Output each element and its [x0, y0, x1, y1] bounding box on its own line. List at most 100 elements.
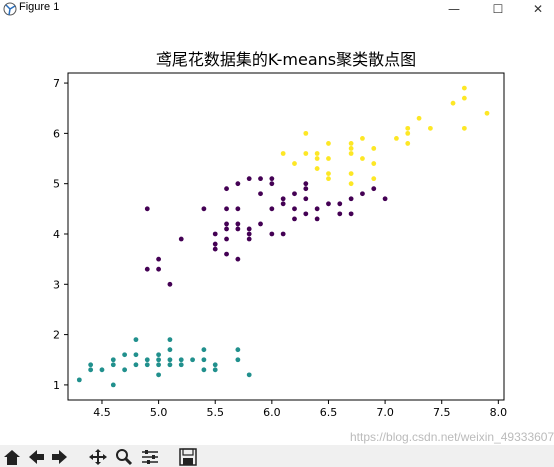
configure-icon[interactable]: [140, 448, 160, 466]
scatter-point-cluster-2: [292, 161, 297, 166]
x-tick-label: 7.0: [376, 406, 394, 419]
scatter-point-cluster-0: [144, 357, 150, 363]
forward-icon[interactable]: [50, 448, 70, 466]
close-button[interactable]: ✕: [532, 2, 544, 16]
scatter-point-cluster-1: [303, 186, 309, 192]
scatter-point-cluster-1: [269, 176, 275, 182]
scatter-point-cluster-0: [235, 357, 241, 363]
scatter-point-cluster-1: [280, 231, 286, 237]
scatter-point-cluster-0: [88, 362, 94, 368]
scatter-point-cluster-1: [201, 206, 207, 212]
scatter-point-cluster-1: [280, 201, 286, 207]
x-axis: 4.5 5.0 5.5 6.0 6.5 7.0 7.5 8.0: [93, 400, 507, 419]
scatter-point-cluster-2: [280, 151, 286, 156]
scatter-point-cluster-0: [246, 372, 252, 378]
scatter-point-cluster-1: [269, 181, 275, 187]
scatter-point-cluster-0: [133, 337, 139, 343]
zoom-icon[interactable]: [114, 448, 134, 466]
scatter-point-cluster-0: [133, 352, 139, 358]
x-tick-label: 6.5: [320, 406, 338, 419]
scatter-point-cluster-1: [292, 216, 297, 222]
scatter-point-cluster-0: [110, 362, 116, 368]
x-tick-label: 4.5: [93, 406, 111, 419]
scatter-point-cluster-0: [178, 362, 184, 368]
window-titlebar: Figure 1 — ☐ ✕: [0, 0, 554, 18]
x-tick-label: 7.5: [433, 406, 451, 419]
scatter-point-cluster-1: [382, 196, 388, 202]
minimize-button[interactable]: —: [448, 2, 460, 16]
scatter-point-cluster-0: [167, 347, 173, 353]
scatter-point-cluster-2: [326, 156, 331, 161]
scatter-point-cluster-2: [348, 171, 354, 177]
scatter-point-cluster-1: [292, 191, 297, 197]
scatter-point-cluster-1: [235, 226, 241, 232]
scatter-point-cluster-0: [156, 372, 161, 378]
scatter-point-cluster-2: [326, 176, 331, 182]
scatter-point-cluster-1: [212, 246, 218, 252]
scatter-point-cluster-1: [303, 181, 309, 187]
scatter-point-cluster-2: [461, 125, 467, 131]
scatter-point-cluster-0: [156, 357, 161, 363]
y-tick-label: 1: [53, 379, 60, 392]
navigation-toolbar: [0, 445, 554, 467]
matplotlib-icon: [3, 2, 17, 16]
scatter-point-cluster-0: [122, 367, 128, 373]
home-icon[interactable]: [2, 448, 22, 466]
scatter-point-cluster-1: [212, 241, 218, 247]
scatter-point-cluster-2: [427, 125, 433, 131]
scatter-point-cluster-1: [269, 206, 275, 212]
scatter-point-cluster-2: [394, 136, 399, 141]
scatter-point-cluster-1: [292, 206, 297, 212]
scatter-point-cluster-1: [258, 176, 263, 182]
scatter-point-cluster-0: [76, 377, 82, 383]
scatter-point-cluster-1: [348, 211, 354, 217]
scatter-point-cluster-0: [212, 362, 218, 368]
maximize-button[interactable]: ☐: [492, 2, 504, 16]
scatter-point-cluster-1: [280, 196, 286, 202]
scatter-points: [76, 85, 490, 388]
back-icon[interactable]: [26, 448, 46, 466]
scatter-point-cluster-1: [235, 221, 241, 227]
scatter-point-cluster-2: [348, 181, 354, 187]
pan-icon[interactable]: [88, 448, 108, 466]
scatter-point-cluster-1: [348, 196, 354, 202]
scatter-point-cluster-1: [303, 196, 309, 202]
scatter-point-cluster-2: [314, 156, 320, 161]
scatter-point-cluster-2: [371, 176, 377, 182]
scatter-point-cluster-1: [224, 186, 229, 192]
scatter-point-cluster-2: [348, 141, 354, 146]
scatter-point-cluster-2: [303, 151, 309, 156]
scatter-point-cluster-2: [314, 151, 320, 156]
y-axis: 1 2 3 4 5 6 7: [53, 77, 68, 392]
scatter-point-cluster-2: [484, 110, 490, 116]
scatter-point-cluster-1: [314, 206, 320, 212]
scatter-point-cluster-2: [371, 161, 377, 166]
scatter-point-cluster-2: [371, 146, 377, 151]
scatter-point-cluster-2: [303, 130, 309, 136]
scatter-point-cluster-2: [348, 151, 354, 156]
scatter-point-cluster-0: [167, 362, 173, 368]
figure-canvas: 鸢尾花数据集的K-means聚类散点图 4.5 5.0 5.5 6.0 6.5 7.0 7.…: [53, 50, 507, 419]
y-tick-label: 3: [53, 278, 60, 291]
scatter-point-cluster-2: [360, 156, 365, 161]
scatter-point-cluster-2: [405, 130, 411, 136]
y-tick-label: 7: [53, 77, 60, 90]
scatter-point-cluster-1: [235, 181, 241, 187]
scatter-point-cluster-0: [190, 357, 195, 363]
x-tick-label: 8.0: [490, 406, 508, 419]
scatter-point-cluster-1: [360, 191, 365, 197]
scatter-point-cluster-2: [326, 141, 331, 146]
scatter-point-cluster-2: [314, 166, 320, 171]
save-icon[interactable]: [178, 448, 198, 466]
y-tick-label: 6: [53, 127, 60, 140]
scatter-point-cluster-2: [450, 100, 456, 106]
plot-axes: [67, 72, 505, 401]
scatter-point-cluster-1: [224, 251, 229, 257]
scatter-point-cluster-1: [224, 236, 229, 242]
scatter-point-cluster-0: [167, 337, 173, 343]
scatter-point-cluster-1: [167, 281, 173, 287]
scatter-point-cluster-0: [201, 357, 207, 363]
window-title: Figure 1: [19, 1, 60, 13]
scatter-point-cluster-2: [326, 171, 331, 177]
scatter-point-cluster-0: [144, 362, 150, 368]
